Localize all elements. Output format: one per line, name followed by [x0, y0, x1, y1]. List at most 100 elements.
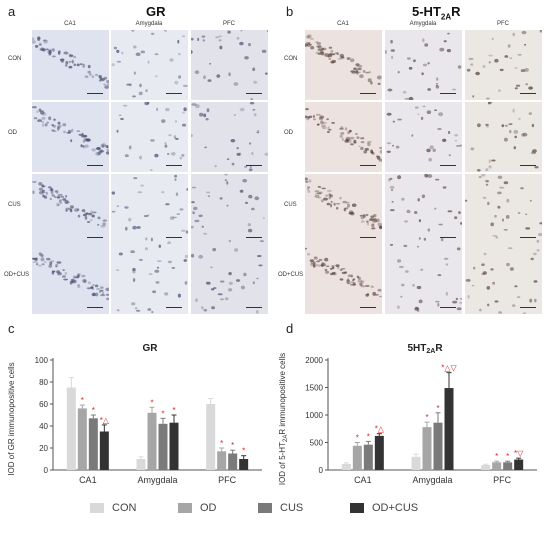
- significance-mark: *: [161, 409, 164, 418]
- cell-nucleus: [370, 215, 375, 219]
- cell-nucleus: [256, 277, 259, 280]
- cell-nucleus: [92, 211, 97, 214]
- cell-nucleus: [308, 179, 312, 183]
- cell-nucleus: [390, 49, 395, 52]
- cell-nucleus: [46, 121, 49, 124]
- cell-nucleus: [45, 191, 48, 195]
- cell-nucleus: [386, 142, 392, 145]
- cell-nucleus: [194, 219, 200, 223]
- cell-nucleus: [491, 37, 494, 40]
- bar-od-cus: [514, 459, 524, 470]
- cell-nucleus: [99, 150, 105, 153]
- cell-nucleus: [236, 147, 239, 150]
- bar-cus: [158, 423, 168, 470]
- cell-nucleus: [468, 57, 474, 61]
- cell-nucleus: [98, 74, 102, 79]
- cell-nucleus: [514, 87, 518, 90]
- cell-nucleus: [52, 48, 55, 52]
- cell-nucleus: [324, 257, 329, 262]
- cell-nucleus: [497, 191, 502, 195]
- cell-nucleus: [199, 112, 204, 117]
- cell-nucleus: [373, 217, 377, 221]
- cell-nucleus: [507, 44, 511, 48]
- cell-nucleus: [359, 282, 363, 286]
- cell-nucleus: [503, 181, 509, 185]
- cell-nucleus: [359, 214, 363, 217]
- cell-nucleus: [42, 189, 45, 192]
- cell-nucleus: [213, 287, 217, 289]
- cell-nucleus: [113, 46, 118, 50]
- cell-nucleus: [377, 222, 382, 227]
- cell-nucleus: [385, 50, 387, 54]
- cell-nucleus: [397, 175, 402, 180]
- significance-mark: *: [220, 439, 223, 448]
- cell-nucleus: [414, 307, 419, 311]
- cell-nucleus: [417, 198, 420, 202]
- cell-nucleus: [324, 268, 328, 272]
- cell-nucleus: [174, 178, 177, 181]
- cell-nucleus: [191, 186, 197, 189]
- cell-nucleus: [80, 144, 83, 148]
- cell-nucleus: [198, 214, 203, 218]
- cell-nucleus: [124, 206, 129, 209]
- cell-nucleus: [91, 75, 95, 79]
- cell-nucleus: [174, 174, 178, 178]
- cell-nucleus: [102, 222, 106, 226]
- cell-nucleus: [356, 275, 360, 279]
- micrograph-texture: [466, 30, 542, 100]
- cell-nucleus: [57, 127, 60, 132]
- cell-nucleus: [57, 121, 61, 125]
- cell-nucleus: [426, 148, 431, 153]
- cell-nucleus: [458, 211, 461, 215]
- cell-nucleus: [219, 45, 223, 50]
- cell-nucleus: [236, 36, 240, 40]
- y-tick-label: 1500: [305, 384, 323, 393]
- cell-nucleus: [366, 220, 369, 223]
- cell-nucleus: [130, 250, 135, 254]
- cell-nucleus: [253, 80, 258, 84]
- cell-nucleus: [219, 280, 225, 283]
- cell-nucleus: [497, 205, 501, 209]
- significance-mark: *: [436, 404, 439, 413]
- cell-nucleus: [337, 57, 343, 60]
- significance-mark: *: [172, 406, 175, 415]
- cell-nucleus: [172, 216, 177, 219]
- cell-nucleus: [465, 279, 471, 282]
- cell-nucleus: [64, 200, 69, 204]
- cell-nucleus: [455, 297, 459, 301]
- cell-nucleus: [459, 144, 462, 147]
- cell-nucleus: [366, 221, 370, 226]
- cell-nucleus: [38, 108, 42, 112]
- cell-nucleus: [150, 237, 153, 242]
- cell-nucleus: [508, 123, 513, 125]
- cell-nucleus: [87, 70, 91, 74]
- cell-nucleus: [445, 263, 449, 266]
- cell-nucleus: [44, 123, 48, 127]
- cell-nucleus: [97, 152, 101, 156]
- cell-nucleus: [513, 129, 519, 134]
- cell-nucleus: [42, 263, 45, 266]
- cell-nucleus: [307, 34, 312, 38]
- scale-bar: [87, 92, 103, 94]
- cell-nucleus: [164, 30, 167, 32]
- cell-nucleus: [37, 119, 42, 122]
- cell-nucleus: [328, 58, 332, 60]
- cell-nucleus: [35, 44, 39, 48]
- cell-nucleus: [63, 278, 68, 281]
- cell-nucleus: [367, 140, 372, 143]
- cell-nucleus: [353, 139, 357, 144]
- cell-nucleus: [101, 143, 106, 148]
- cell-nucleus: [328, 53, 333, 56]
- cell-nucleus: [65, 60, 69, 65]
- cell-nucleus: [319, 115, 325, 119]
- cell-nucleus: [534, 166, 539, 169]
- cell-nucleus: [307, 43, 311, 47]
- cell-nucleus: [351, 203, 357, 207]
- cell-nucleus: [233, 114, 236, 116]
- cell-nucleus: [339, 268, 343, 272]
- significance-mark: *▽: [514, 449, 524, 458]
- cell-nucleus: [96, 147, 101, 150]
- col-label-a-amygdala: Amygdala: [135, 21, 163, 27]
- cell-nucleus: [533, 280, 538, 283]
- cell-nucleus: [504, 55, 509, 58]
